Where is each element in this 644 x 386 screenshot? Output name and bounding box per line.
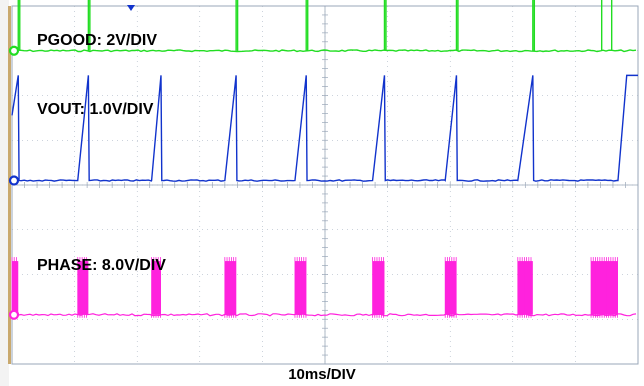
channel-markers (8, 45, 20, 320)
phase-channel-marker (8, 309, 20, 320)
phase-burst (224, 261, 237, 315)
vout-trace (11, 74, 638, 182)
phase-burst (294, 261, 307, 315)
left-bezel-edge (8, 6, 11, 364)
pgood-label: PGOOD: 2V/DIV (37, 32, 158, 49)
vout-channel-marker (8, 175, 20, 186)
pgood-trace-baseline (11, 49, 637, 53)
phase-burst (12, 261, 19, 315)
pgood-channel-marker (8, 45, 20, 56)
trigger-marker (127, 5, 135, 11)
phase-trace-baseline (11, 313, 637, 317)
vout-label: VOUT: 1.0V/DIV (37, 101, 154, 118)
timebase-label: 10ms/DIV (288, 366, 356, 383)
left-bezel (0, 0, 9, 386)
phase-burst (77, 261, 89, 315)
phase-burst (445, 261, 457, 315)
trace-layer (11, 0, 638, 318)
phase-label: PHASE: 8.0V/DIV (37, 257, 166, 274)
phase-burst (372, 261, 385, 315)
